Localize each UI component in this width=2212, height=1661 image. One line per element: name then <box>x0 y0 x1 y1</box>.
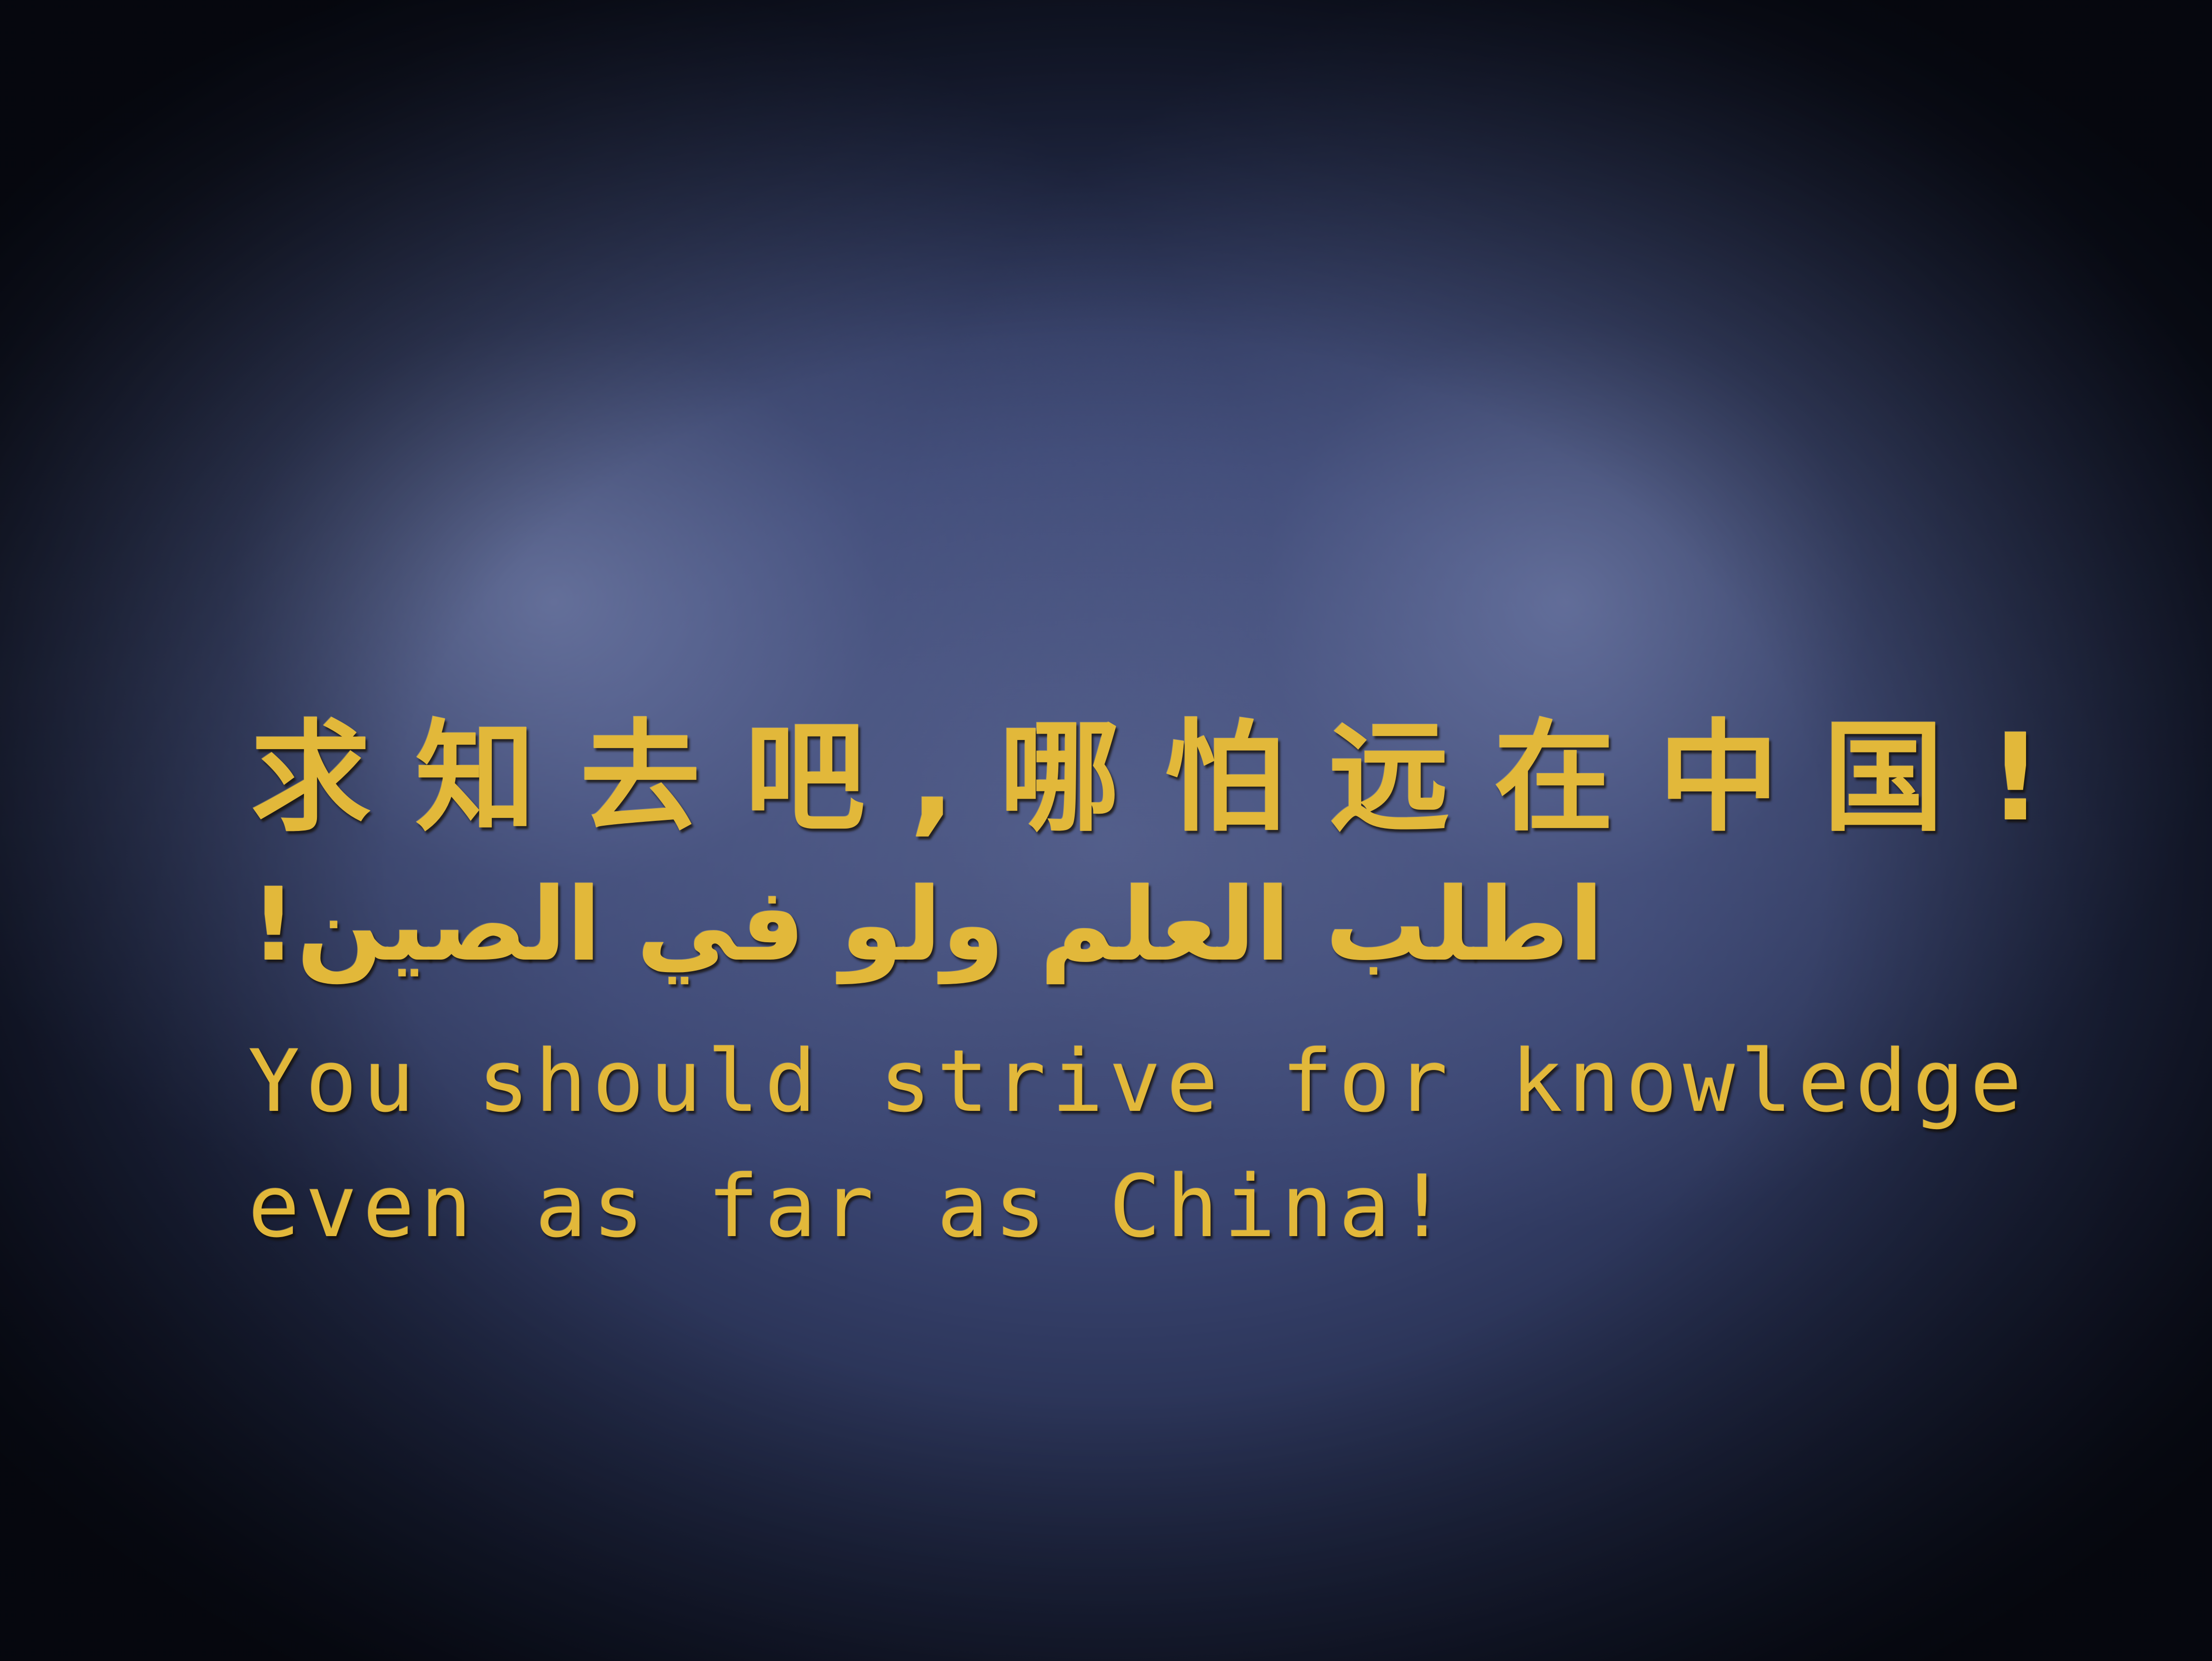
english-quote-line-2: even as far as China! <box>248 1157 1454 1256</box>
english-quote-line-1: You should strive for knowledge <box>248 1031 2028 1131</box>
arabic-quote: اطلب العلم ولو في الصين! <box>250 866 1604 984</box>
chinese-quote: 求知去吧,哪怕远在中国! <box>250 708 2087 848</box>
